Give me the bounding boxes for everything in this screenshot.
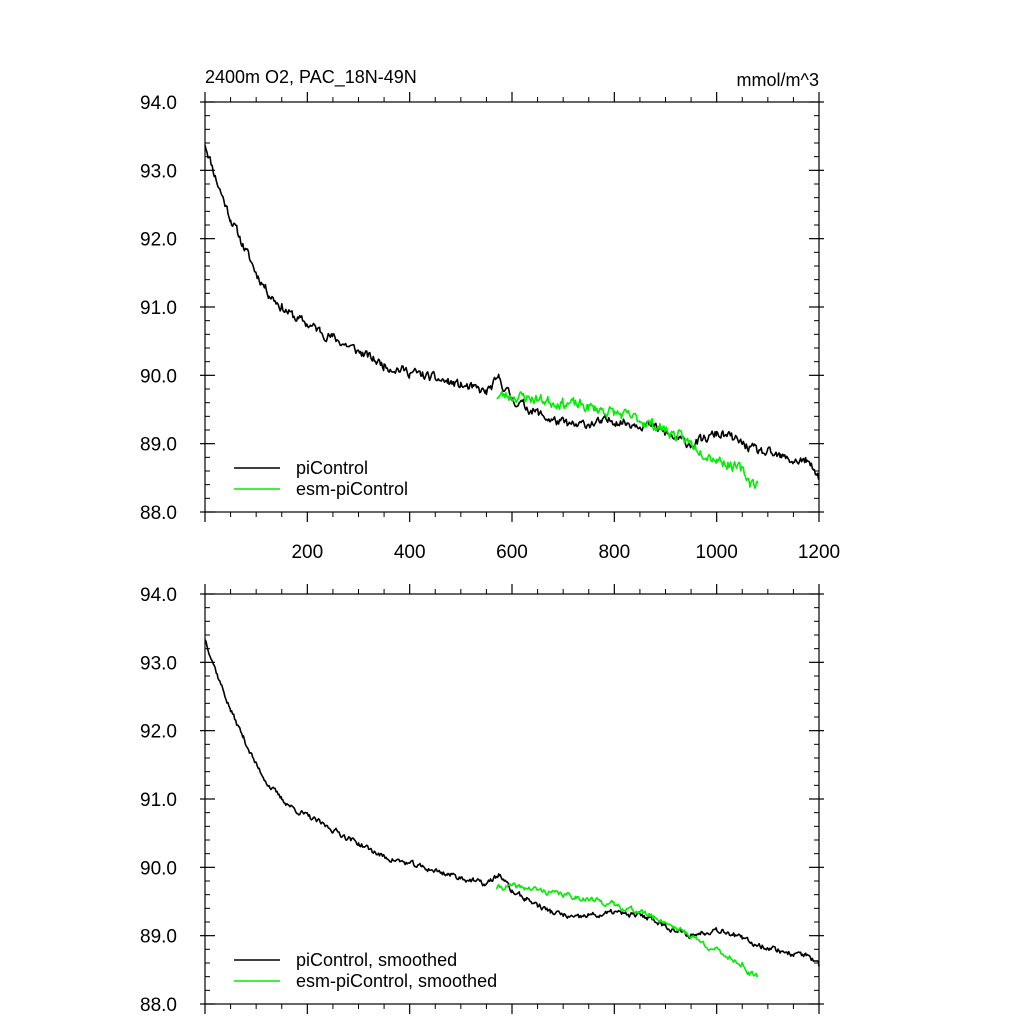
- bottom-ticks: 88.0 89.0 90.0 91.0 92.0 93.0 94.0: [140, 584, 824, 1016]
- x-tick-label: 600: [496, 542, 528, 563]
- y-tick-label: 93.0: [140, 161, 177, 182]
- x-tick-label: 1000: [696, 542, 738, 563]
- series-line-picontrol: [204, 639, 820, 967]
- top-ticks: 200 400 600 800 1000 1200 88.0 89.0 90.0 91.0 92.0…: [140, 92, 840, 563]
- y-tick-label: 94.0: [140, 93, 177, 114]
- y-tick-label: 91.0: [140, 790, 177, 811]
- y-tick-label: 89.0: [140, 927, 177, 948]
- y-tick-label: 90.0: [140, 366, 177, 387]
- y-tick-label: 90.0: [140, 858, 177, 879]
- x-tick-label: 800: [598, 542, 630, 563]
- series-line-esm-picontrol: [496, 390, 759, 490]
- top-panel-units: mmol/m^3: [737, 70, 819, 90]
- series-line-picontrol: [204, 144, 820, 480]
- x-tick-label: 400: [394, 542, 426, 563]
- bottom-series: [204, 639, 820, 978]
- y-tick-label: 92.0: [140, 230, 177, 251]
- legend-label: esm-piControl: [296, 479, 408, 499]
- top-plot-frame: [204, 101, 820, 513]
- y-tick-label: 92.0: [140, 722, 177, 743]
- top-series: [204, 144, 820, 490]
- bottom-plot-frame: [204, 593, 820, 1005]
- legend-label: piControl, smoothed: [296, 950, 457, 970]
- bottom-panel: 88.0 89.0 90.0 91.0 92.0 93.0 94.0 piControl, …: [140, 584, 824, 1016]
- y-tick-label: 91.0: [140, 298, 177, 319]
- y-tick-label: 88.0: [140, 995, 177, 1016]
- legend-label: piControl: [296, 458, 368, 478]
- top-panel: 2400m O2, PAC_18N-49N mmol/m^3 200 400 600…: [140, 67, 840, 563]
- y-tick-label: 89.0: [140, 435, 177, 456]
- x-tick-label: 200: [291, 542, 323, 563]
- top-panel-title: 2400m O2, PAC_18N-49N: [205, 67, 417, 88]
- y-tick-label: 94.0: [140, 585, 177, 606]
- x-tick-label: 1200: [798, 542, 840, 563]
- legend-label: esm-piControl, smoothed: [296, 971, 497, 991]
- y-tick-label: 88.0: [140, 503, 177, 524]
- y-tick-label: 93.0: [140, 653, 177, 674]
- series-line-esm-picontrol: [495, 882, 759, 978]
